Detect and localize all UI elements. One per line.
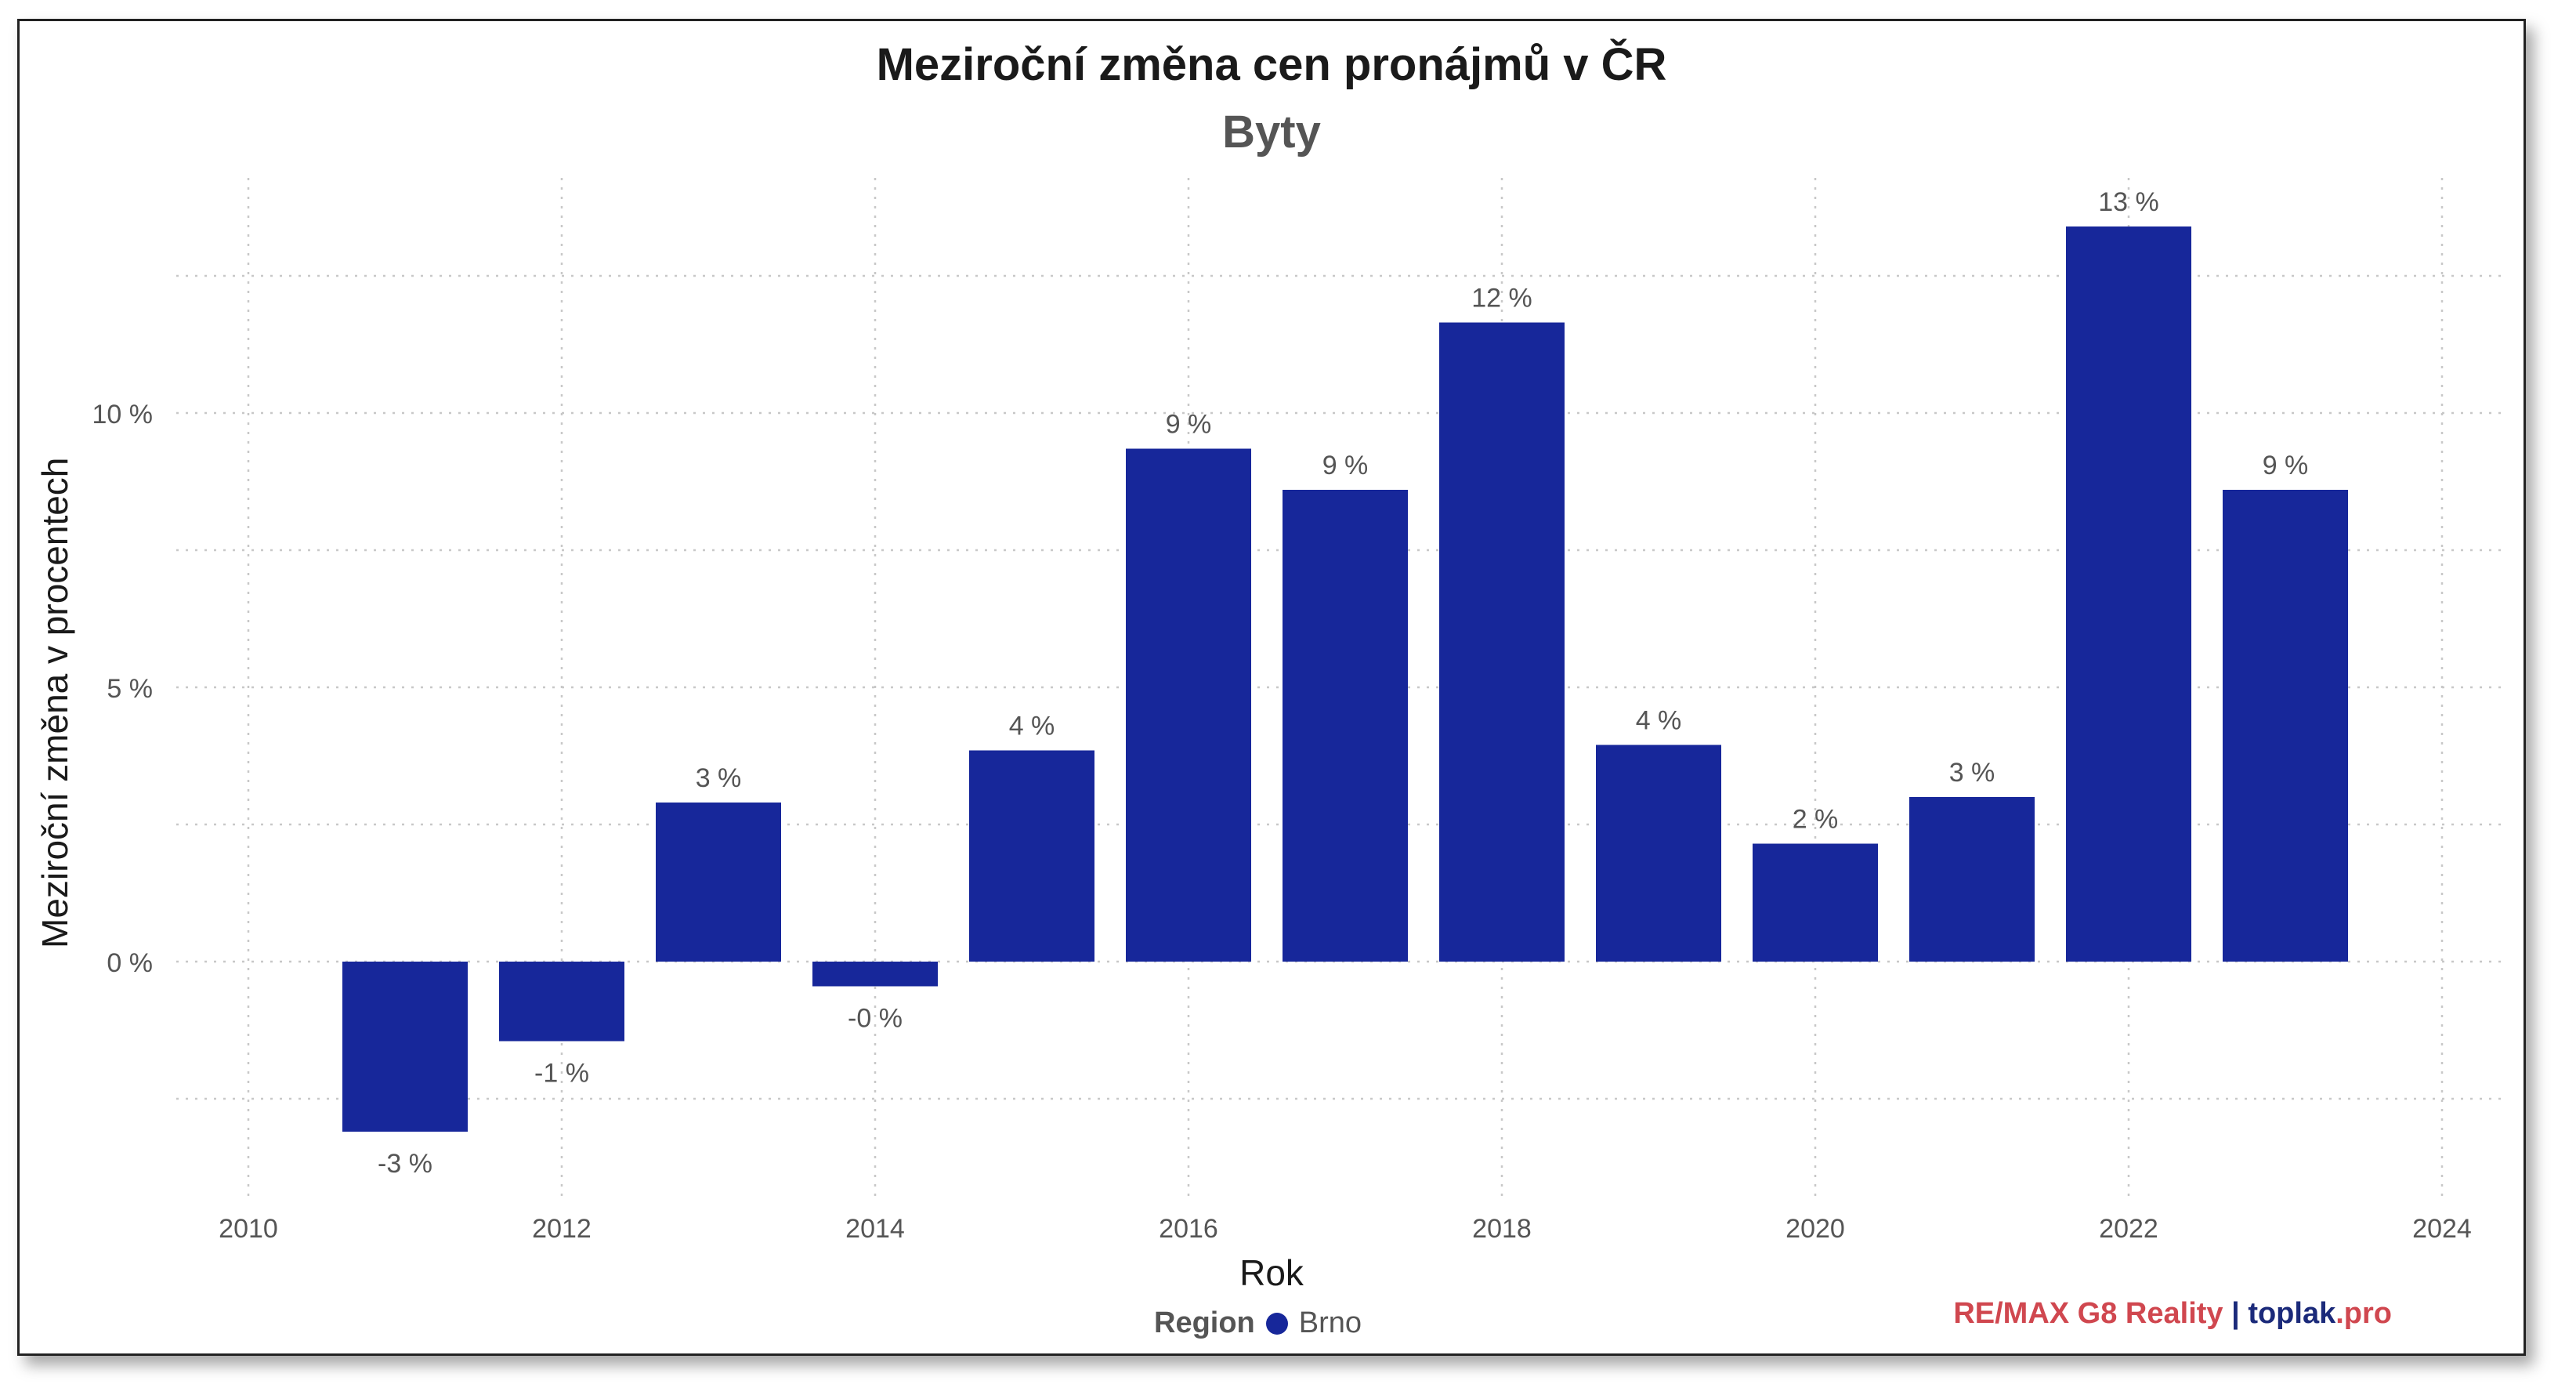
credit: RE/MAX G8 Reality | toplak.pro <box>1953 1297 2392 1331</box>
x-tick-label: 2022 <box>2099 1214 2158 1244</box>
bar <box>969 750 1094 962</box>
bar <box>1909 797 2035 962</box>
data-label: 12 % <box>1471 284 1532 313</box>
bar-chart: 0 % 5 % 10 % 2010 2012 2014 2016 2018 2020 2022 20… <box>92 178 2503 1244</box>
credit-separator: | <box>2231 1297 2240 1330</box>
credit-pro: .pro <box>2335 1297 2392 1330</box>
data-label: 3 % <box>1949 758 1995 788</box>
chart-subtitle: Byty <box>1222 107 1321 158</box>
y-tick-label: 10 % <box>92 400 154 429</box>
credit-toplak: toplak <box>2248 1297 2336 1330</box>
bar <box>656 803 781 962</box>
bar <box>812 962 938 987</box>
legend-swatch <box>1265 1312 1288 1335</box>
x-tick-label: 2012 <box>532 1214 592 1244</box>
data-label: 2 % <box>1793 805 1839 835</box>
x-tick-label: 2024 <box>2412 1214 2472 1244</box>
data-label: -3 % <box>378 1149 432 1179</box>
y-tick-label: 0 % <box>107 948 153 978</box>
x-tick-label: 2018 <box>1472 1214 1532 1244</box>
data-label: 9 % <box>2263 451 2309 480</box>
bar <box>342 962 468 1132</box>
chart-title: Meziroční změna cen pronájmů v ČR <box>876 39 1667 90</box>
data-label: 3 % <box>696 763 742 793</box>
data-label: -1 % <box>534 1059 589 1089</box>
x-tick-label: 2014 <box>845 1214 905 1244</box>
legend-title: Region <box>1154 1306 1255 1339</box>
data-label: 9 % <box>1322 451 1369 480</box>
legend-item-brno: Brno <box>1298 1306 1362 1339</box>
bar <box>1753 843 1878 962</box>
bar <box>1596 745 1721 962</box>
chart-frame: Meziroční změna cen pronájmů v ČR Byty 0… <box>17 19 2526 1356</box>
y-axis-label: Meziroční změna v procentech <box>34 457 75 948</box>
x-tick-label: 2016 <box>1159 1214 1218 1244</box>
bar <box>2066 226 2191 962</box>
bar <box>499 962 624 1042</box>
x-axis-label: Rok <box>1239 1252 1304 1293</box>
x-tick-label: 2020 <box>1785 1214 1845 1244</box>
bar <box>2223 490 2348 962</box>
credit-remax: RE/MAX G8 Reality <box>1953 1297 2223 1330</box>
y-tick-label: 5 % <box>107 674 153 704</box>
x-tick-label: 2010 <box>219 1214 278 1244</box>
bar <box>1439 322 1565 962</box>
legend: Region Brno <box>1154 1306 1362 1340</box>
bar <box>1283 490 1408 962</box>
data-label: 4 % <box>1009 712 1055 741</box>
data-label: 9 % <box>1166 410 1212 440</box>
data-label: 4 % <box>1636 706 1682 736</box>
bar <box>1126 448 1251 962</box>
data-label: -0 % <box>848 1004 903 1034</box>
data-label: 13 % <box>2098 187 2159 217</box>
